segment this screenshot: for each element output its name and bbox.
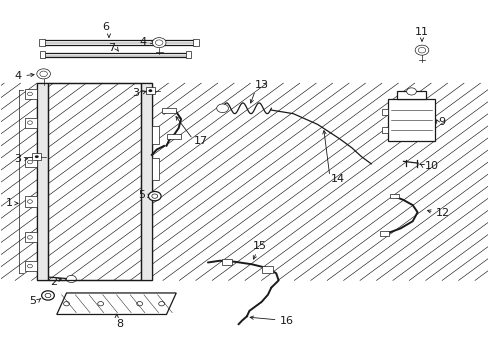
Bar [25,118,37,128]
Text: 3: 3 [132,88,140,98]
Bar [48,83,141,280]
Circle shape [406,88,415,95]
Text: 5: 5 [29,296,36,306]
Bar [262,266,272,273]
Text: 3: 3 [14,154,21,164]
Circle shape [35,155,39,158]
Text: 4: 4 [14,71,21,81]
Text: 4: 4 [140,37,147,46]
Bar [382,109,387,116]
Circle shape [152,38,165,48]
Bar [152,158,159,180]
Text: 16: 16 [279,316,293,326]
Bar [48,83,141,280]
Text: 5: 5 [138,190,145,201]
Text: 7: 7 [108,43,115,53]
Bar [185,51,190,58]
Text: 12: 12 [435,208,449,218]
Bar [382,127,387,134]
Circle shape [216,104,228,113]
Bar [389,194,398,198]
Bar [25,197,37,207]
Bar [166,134,180,139]
Bar [387,99,434,140]
Bar [39,39,45,46]
Bar [379,231,388,236]
Bar [396,91,425,99]
Text: 10: 10 [424,161,438,171]
Bar [32,153,41,160]
Text: 9: 9 [438,117,445,127]
Bar [42,40,195,45]
Text: 2: 2 [50,277,57,287]
Text: 17: 17 [194,136,208,146]
Bar [40,51,44,58]
Text: 11: 11 [414,27,428,37]
Text: 6: 6 [102,22,109,32]
Bar [221,259,232,265]
Circle shape [66,275,76,283]
Circle shape [148,89,152,92]
Bar [25,157,37,167]
Circle shape [148,192,161,201]
Bar [42,53,188,57]
Text: 14: 14 [330,174,345,184]
Text: 13: 13 [254,80,268,90]
Text: 15: 15 [253,241,266,251]
Bar [162,108,175,113]
Bar [25,89,37,99]
Polygon shape [57,293,176,315]
Circle shape [41,291,54,300]
Bar [152,126,159,144]
Circle shape [414,45,428,55]
Bar [25,261,37,271]
Circle shape [37,69,50,79]
Bar [37,83,152,280]
Text: 1: 1 [6,198,13,208]
Bar [192,39,198,46]
Text: 8: 8 [116,319,123,329]
Bar [141,83,152,280]
Bar [25,232,37,242]
Bar [146,87,155,94]
Bar [37,83,48,280]
